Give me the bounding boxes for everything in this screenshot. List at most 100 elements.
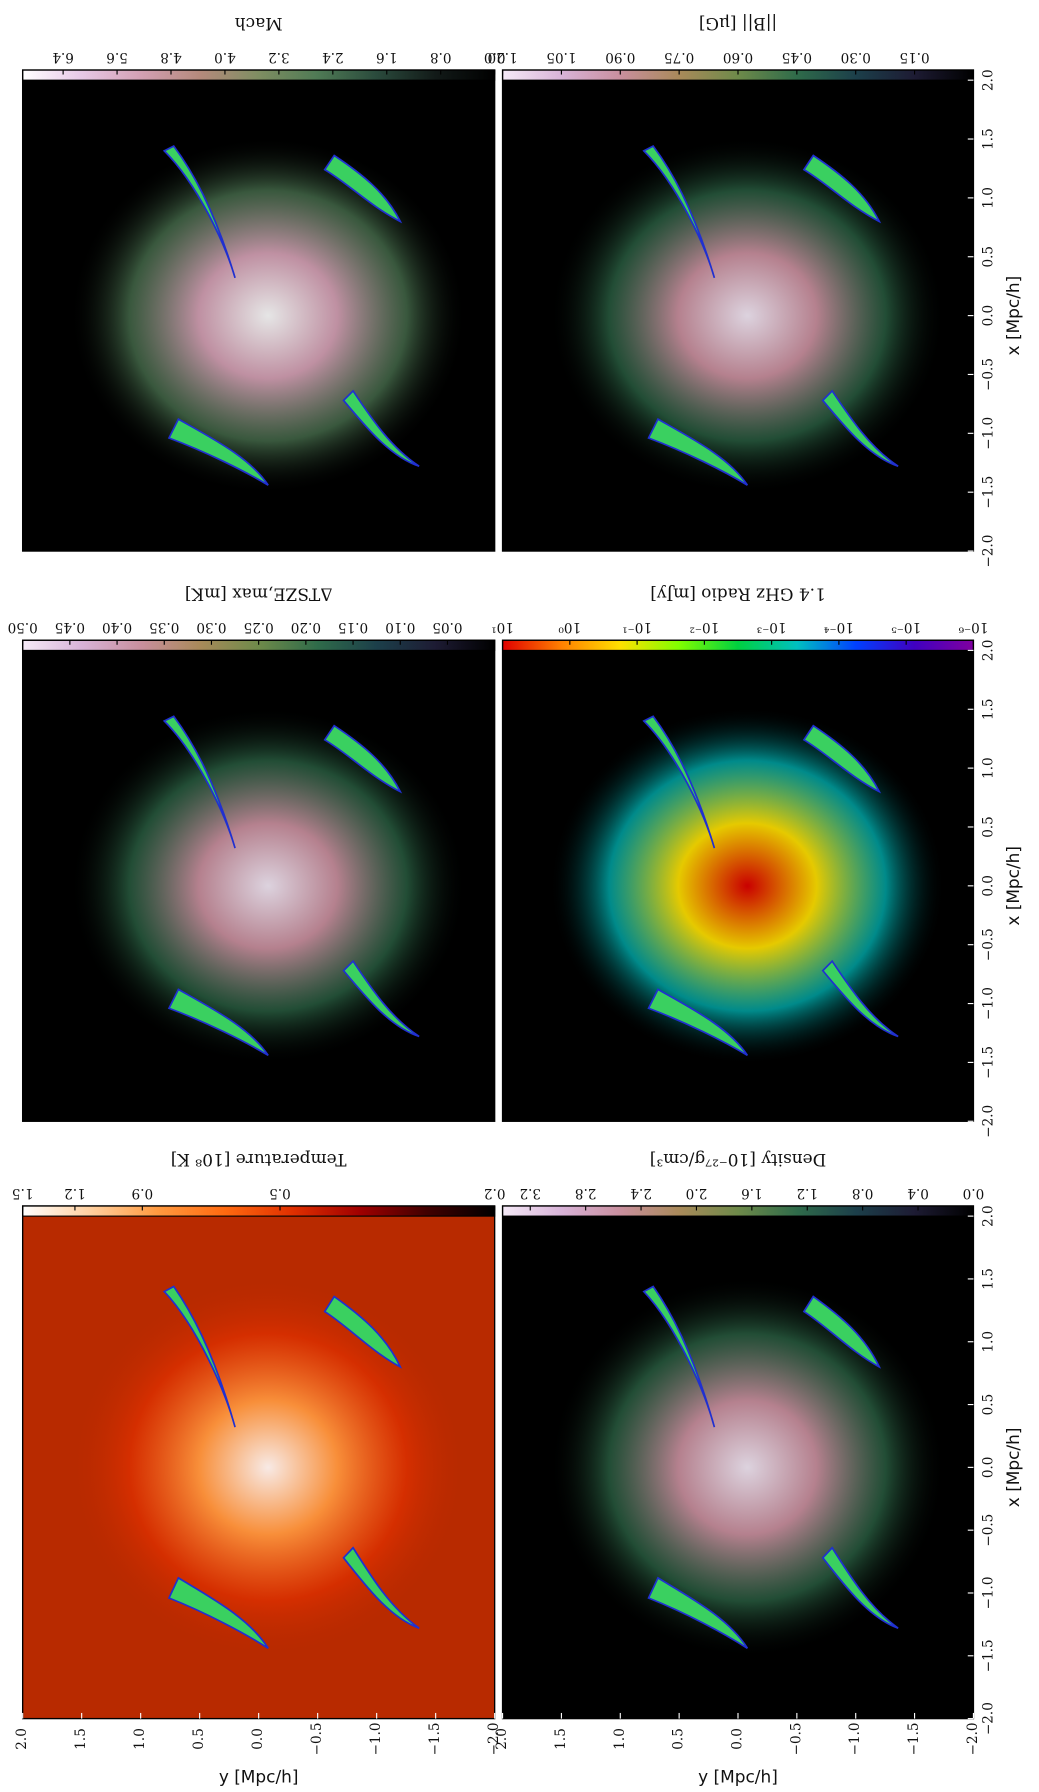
colorbar xyxy=(23,1206,495,1216)
colorbar-title: Temperature [10⁸ K] xyxy=(171,1150,347,1170)
x-tick-label: 1.5 xyxy=(981,698,997,720)
colorbar-tick-label: 2.8 xyxy=(575,1185,597,1201)
x-tick-label: −1.5 xyxy=(981,1639,997,1672)
colorbar-title: Density [10⁻²⁷g/cm³] xyxy=(650,1150,826,1170)
colorbar-tick-label: 1.5 xyxy=(12,1185,34,1201)
colorbar xyxy=(503,640,974,650)
x-tick-label: −1.0 xyxy=(981,417,997,450)
colorbar-title: ||B|| [μG] xyxy=(699,14,777,34)
x-tick-label: 0.5 xyxy=(981,246,997,268)
colorbar-tick-label: 4.0 xyxy=(214,49,236,65)
y-tick-label: 0.0 xyxy=(250,1728,266,1750)
colorbar-tick-label: 1.6 xyxy=(741,1185,763,1201)
map-emission xyxy=(70,707,466,1065)
colorbar-tick-label: 10⁻⁶ xyxy=(958,619,988,635)
y-axis-label: y [Mpc/h] xyxy=(698,1766,778,1786)
y-tick-label: −1.5 xyxy=(427,1722,443,1755)
y-tick-label: −1.0 xyxy=(847,1722,863,1755)
x-axis-label: x [Mpc/h] xyxy=(1003,846,1023,926)
x-tick-label: −2.0 xyxy=(981,1702,997,1735)
colorbar-tick-label: 1.05 xyxy=(546,49,576,65)
colorbar-tick-label: 0.8 xyxy=(852,1185,874,1201)
colorbar xyxy=(23,70,495,80)
colorbar-tick-label: 0.30 xyxy=(841,49,871,65)
x-tick-label: −0.5 xyxy=(981,358,997,391)
colorbar-tick-label: 0.25 xyxy=(244,619,274,635)
colorbar-tick-label: 0.2 xyxy=(484,1185,506,1201)
x-tick-label: 1.5 xyxy=(981,128,997,150)
colorbar-tick-label: 10¹ xyxy=(491,619,514,635)
x-tick-label: 1.0 xyxy=(981,757,997,779)
x-tick-label: 1.0 xyxy=(981,187,997,209)
map-emission xyxy=(550,707,946,1065)
x-axis-label: x [Mpc/h] xyxy=(1003,276,1023,356)
colorbar-tick-label: 2.4 xyxy=(322,49,344,65)
x-tick-label: −0.5 xyxy=(981,1514,997,1547)
colorbar-title: Mach xyxy=(235,14,283,34)
map-emission xyxy=(70,137,466,495)
colorbar-tick-label: 3.2 xyxy=(268,49,290,65)
colorbar-tick-label: 0.40 xyxy=(102,619,132,635)
x-tick-label: 0.5 xyxy=(981,816,997,838)
x-tick-label: −1.0 xyxy=(981,1577,997,1610)
colorbar-tick-label: 0.45 xyxy=(55,619,85,635)
colorbar-tick-label: 0.9 xyxy=(132,1185,154,1201)
colorbar-tick-label: 10⁻⁵ xyxy=(891,619,921,635)
page: 6.45.64.84.03.22.41.60.80.0Mach1.201.050… xyxy=(0,0,1039,1792)
colorbar-tick-label: 3.2 xyxy=(519,1185,541,1201)
colorbar-tick-label: 0.75 xyxy=(664,49,694,65)
x-tick-label: 2.0 xyxy=(981,69,997,91)
x-tick-label: 2.0 xyxy=(981,640,997,662)
x-tick-label: −0.5 xyxy=(981,928,997,961)
x-tick-label: 0.0 xyxy=(981,1457,997,1479)
colorbar-tick-label: 6.4 xyxy=(52,49,74,65)
y-tick-label: −0.5 xyxy=(309,1722,325,1755)
map-emission xyxy=(70,1276,466,1658)
x-tick-label: −1.5 xyxy=(981,476,997,509)
figure: 6.45.64.84.03.22.41.60.80.0Mach1.201.050… xyxy=(0,0,1039,1792)
map-emission xyxy=(550,137,946,495)
colorbar-tick-label: 0.35 xyxy=(149,619,179,635)
colorbar-tick-label: 0.45 xyxy=(782,49,812,65)
colorbar-tick-label: 1.2 xyxy=(64,1185,86,1201)
x-tick-label: −2.0 xyxy=(981,535,997,568)
colorbar-tick-label: 1.2 xyxy=(796,1185,818,1201)
colorbar-title: ΔTSZE,max [mK] xyxy=(185,584,333,604)
y-tick-label: −1.5 xyxy=(906,1722,922,1755)
y-tick-label: 0.0 xyxy=(729,1728,745,1750)
colorbar-tick-label: 1.20 xyxy=(487,49,517,65)
colorbar-title: 1.4 GHz Radio [mJy] xyxy=(650,584,825,604)
x-tick-label: 0.5 xyxy=(981,1394,997,1416)
colorbar-tick-label: 10⁻⁴ xyxy=(823,619,853,635)
y-tick-label: 1.0 xyxy=(132,1728,148,1750)
y-tick-label: 1.0 xyxy=(612,1728,628,1750)
x-tick-label: 0.0 xyxy=(981,305,997,327)
colorbar-tick-label: 10⁻¹ xyxy=(622,619,652,635)
x-axis-label: x [Mpc/h] xyxy=(1003,1428,1023,1508)
colorbar-tick-label: 10⁻³ xyxy=(757,619,787,635)
x-tick-label: 1.5 xyxy=(981,1268,997,1290)
colorbar-tick-label: 0.5 xyxy=(269,1185,291,1201)
colorbar-tick-label: 0.50 xyxy=(8,619,38,635)
colorbar-tick-label: 1.6 xyxy=(376,49,398,65)
y-tick-label: 2.0 xyxy=(494,1728,510,1750)
colorbar-tick-label: 0.4 xyxy=(907,1185,929,1201)
colorbar-tick-label: 0.8 xyxy=(430,49,452,65)
y-tick-label: 2.0 xyxy=(14,1728,30,1750)
colorbar-tick-label: 0.15 xyxy=(338,619,368,635)
colorbar-tick-label: 0.60 xyxy=(723,49,753,65)
y-tick-label: 0.5 xyxy=(671,1728,687,1750)
colorbar-tick-label: 0.05 xyxy=(432,619,462,635)
y-tick-label: −1.0 xyxy=(368,1722,384,1755)
colorbar-tick-label: 0.15 xyxy=(899,49,929,65)
y-tick-label: −0.5 xyxy=(788,1722,804,1755)
y-tick-label: 1.5 xyxy=(553,1728,569,1750)
colorbar-tick-label: 2.0 xyxy=(686,1185,708,1201)
map-emission xyxy=(550,1276,946,1658)
colorbar-tick-label: 0.20 xyxy=(291,619,321,635)
x-tick-label: 2.0 xyxy=(981,1205,997,1227)
x-tick-label: −1.0 xyxy=(981,987,997,1020)
x-tick-label: −1.5 xyxy=(981,1046,997,1079)
colorbar-tick-label: 0.90 xyxy=(605,49,635,65)
colorbar-tick-label: 0.10 xyxy=(385,619,415,635)
